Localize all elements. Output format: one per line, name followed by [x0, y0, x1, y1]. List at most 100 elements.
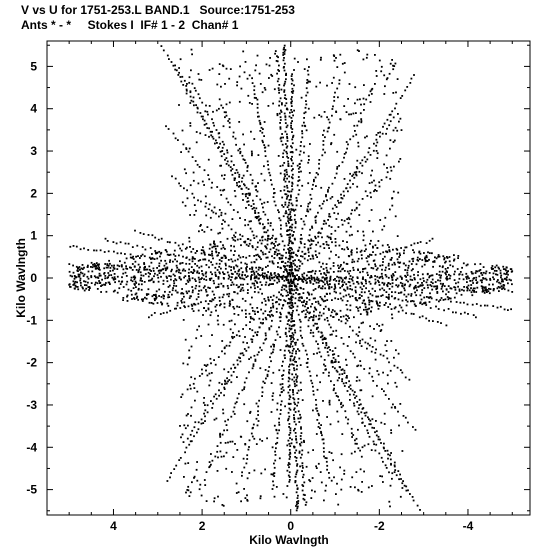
data-point	[388, 293, 390, 296]
data-point	[421, 289, 424, 291]
data-point	[247, 223, 250, 226]
data-point	[297, 389, 300, 392]
data-point	[343, 156, 345, 159]
data-point	[307, 161, 310, 164]
data-point	[266, 243, 269, 246]
data-point	[412, 300, 415, 303]
data-point	[369, 282, 372, 285]
data-point	[301, 489, 304, 492]
data-point	[318, 204, 321, 207]
data-point	[202, 118, 204, 121]
data-point	[328, 403, 331, 406]
data-point	[293, 283, 296, 286]
data-point	[205, 122, 208, 125]
data-point	[381, 244, 384, 247]
data-point	[211, 263, 214, 266]
data-point	[94, 267, 97, 270]
data-point	[172, 64, 175, 67]
data-point	[281, 391, 283, 393]
data-point	[154, 272, 156, 275]
data-point	[171, 293, 173, 296]
data-point	[360, 118, 363, 120]
data-point	[374, 253, 377, 256]
data-point	[470, 291, 473, 294]
data-point	[285, 98, 288, 100]
data-point	[179, 76, 182, 78]
data-point	[299, 465, 301, 468]
data-point	[282, 156, 284, 158]
data-point	[257, 241, 259, 244]
data-point	[311, 227, 314, 229]
data-point	[317, 173, 319, 176]
data-point	[231, 440, 234, 443]
data-point	[129, 266, 131, 269]
data-point	[264, 150, 267, 153]
data-point	[393, 465, 396, 468]
data-point	[232, 266, 235, 269]
data-point	[386, 449, 389, 452]
data-point	[122, 268, 125, 271]
data-point	[339, 309, 342, 312]
data-point	[272, 228, 274, 231]
data-point	[209, 287, 211, 289]
data-point	[259, 497, 262, 500]
data-point	[356, 49, 359, 52]
data-point	[326, 280, 328, 283]
data-point	[290, 105, 293, 107]
data-point	[321, 335, 324, 338]
data-point	[424, 256, 427, 259]
data-point	[416, 242, 419, 244]
data-point	[286, 234, 289, 236]
data-point	[188, 349, 191, 352]
data-point	[293, 356, 296, 359]
data-point	[287, 220, 289, 222]
data-point	[247, 192, 250, 195]
data-point	[245, 193, 248, 195]
data-point	[275, 307, 278, 310]
data-point	[208, 461, 211, 463]
data-point	[405, 304, 408, 307]
data-point	[96, 264, 99, 266]
data-point	[98, 266, 100, 269]
data-point	[384, 464, 387, 467]
data-point	[340, 219, 343, 221]
data-point	[298, 267, 301, 270]
data-point	[347, 222, 350, 225]
data-point	[346, 300, 349, 302]
data-point	[472, 277, 475, 280]
data-point	[374, 351, 377, 354]
data-point	[296, 488, 299, 490]
data-point	[286, 196, 289, 198]
data-point	[321, 285, 324, 288]
data-point	[349, 350, 352, 353]
data-point	[294, 342, 296, 344]
data-point	[383, 225, 386, 228]
data-point	[90, 266, 92, 268]
data-point	[266, 256, 269, 259]
data-point	[219, 150, 222, 153]
data-point	[190, 303, 193, 306]
data-point	[87, 281, 89, 284]
data-point	[205, 290, 208, 293]
data-point	[328, 287, 331, 290]
data-point	[289, 355, 292, 358]
data-point	[355, 166, 358, 168]
data-point	[503, 288, 506, 291]
data-point	[301, 250, 304, 253]
data-point	[278, 421, 280, 424]
data-point	[135, 282, 138, 284]
data-point	[196, 390, 199, 393]
data-point	[294, 343, 297, 346]
data-point	[347, 315, 349, 318]
data-point	[90, 275, 93, 277]
data-point	[355, 437, 358, 440]
data-point	[462, 278, 465, 281]
data-point	[296, 497, 299, 499]
data-point	[234, 323, 236, 326]
data-point	[445, 273, 447, 276]
data-point	[401, 299, 404, 302]
data-point	[372, 149, 375, 152]
data-point	[270, 283, 273, 285]
data-point	[407, 421, 409, 424]
data-point	[295, 438, 298, 441]
